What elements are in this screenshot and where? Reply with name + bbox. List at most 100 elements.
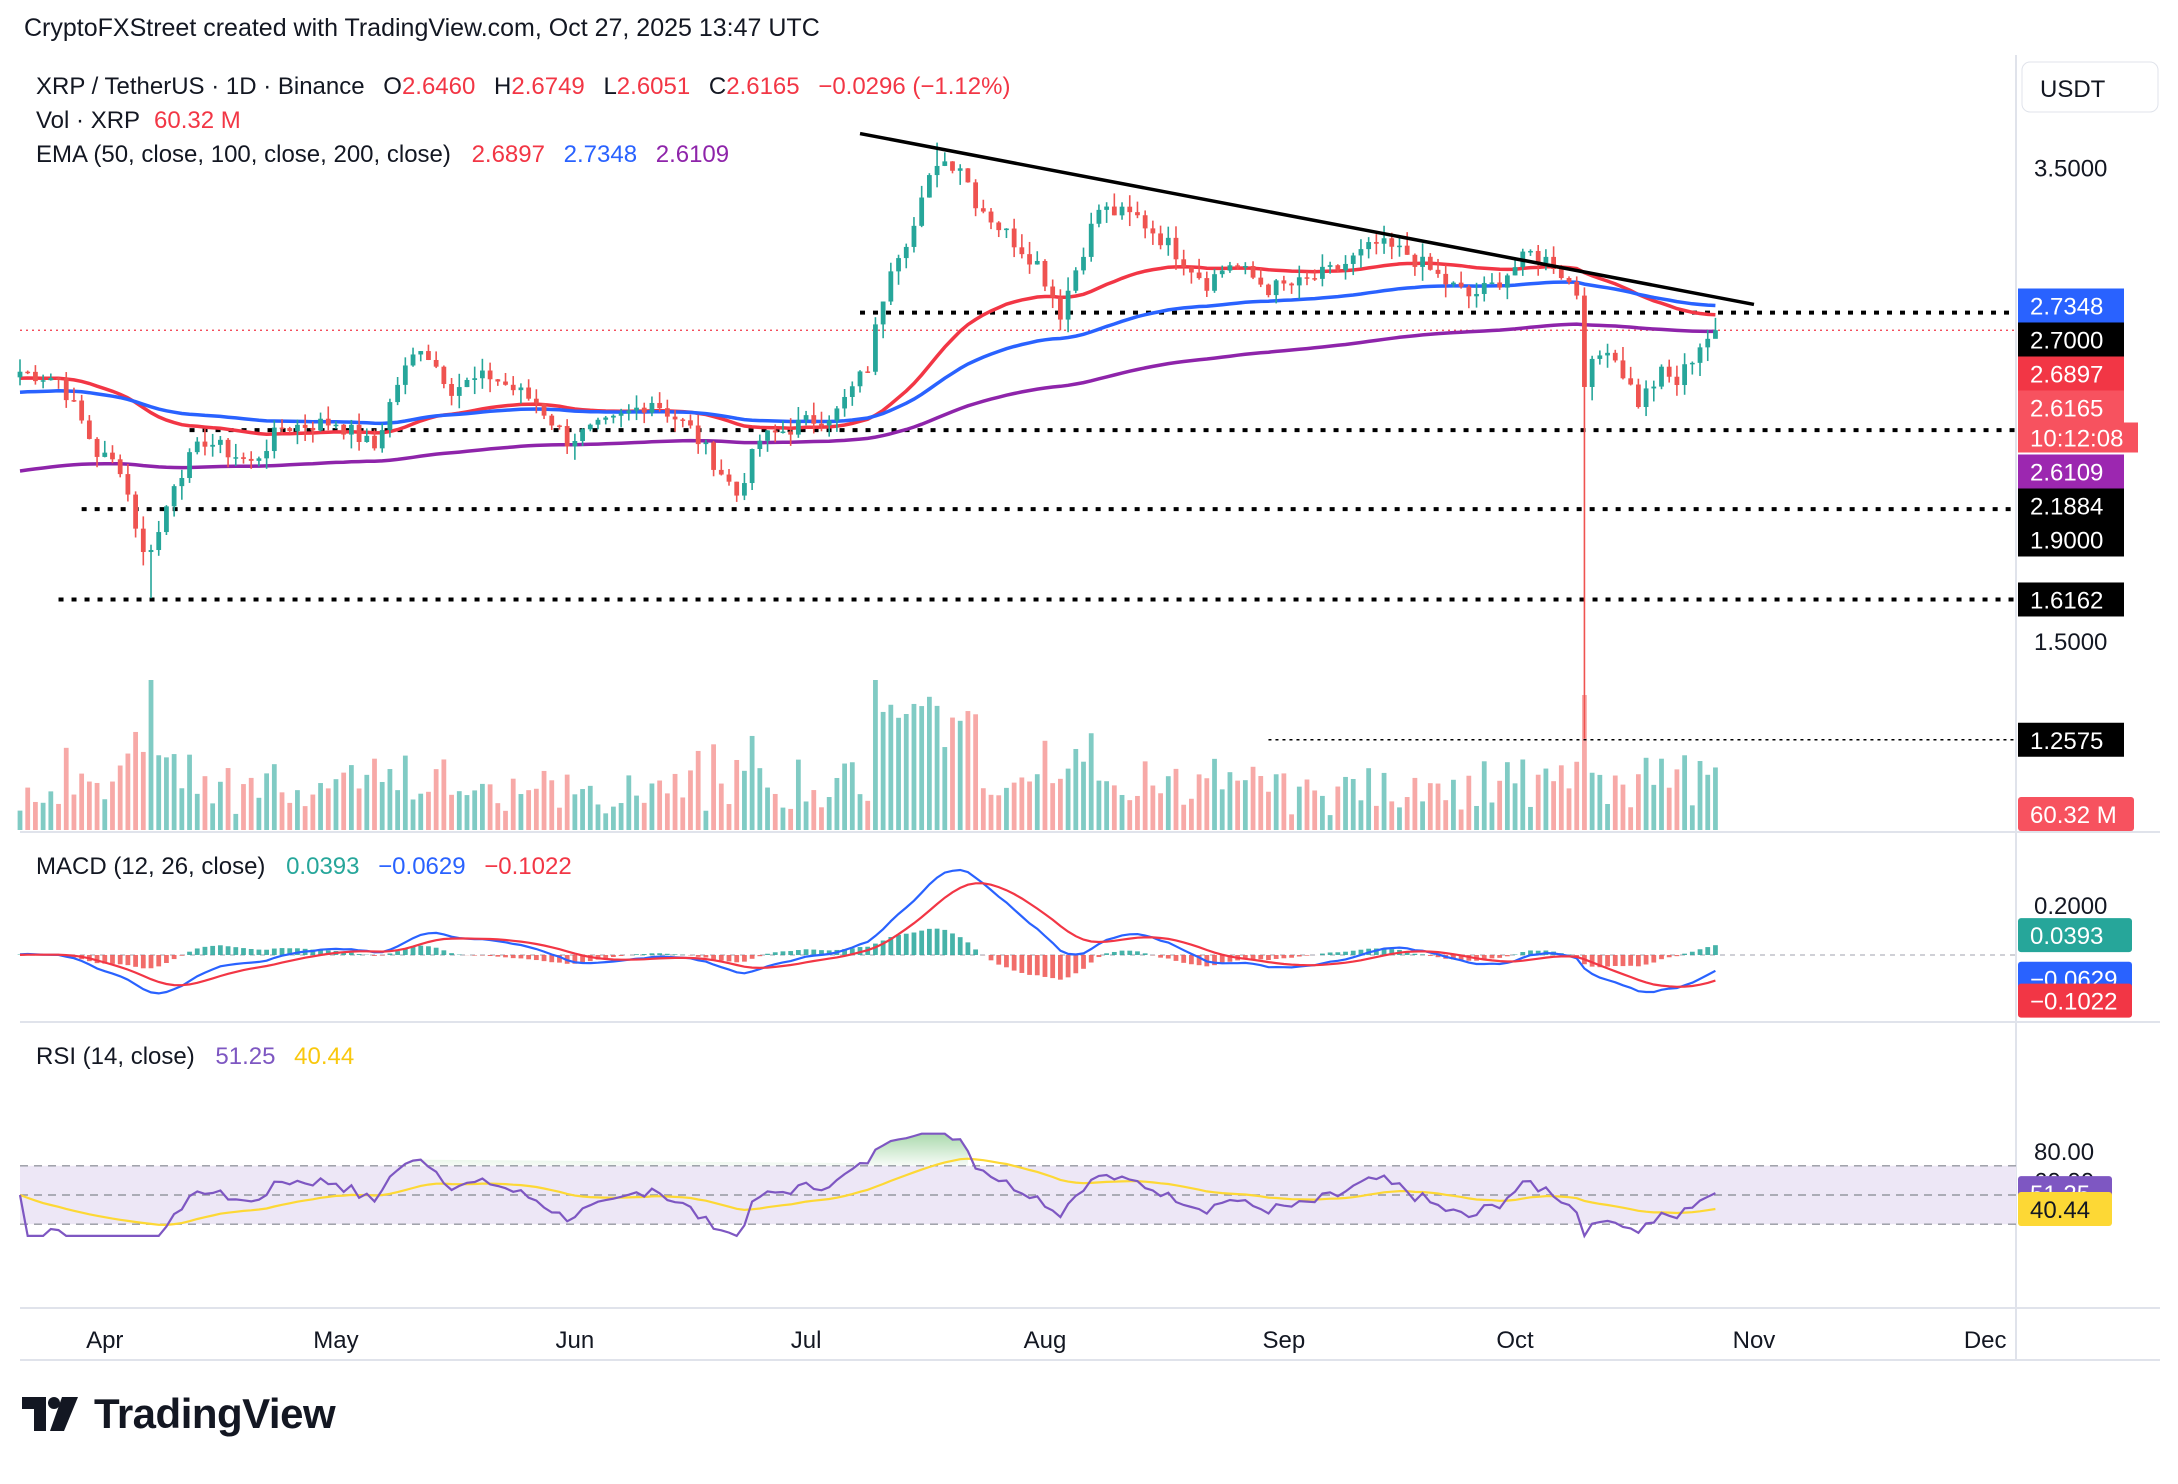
candle-body	[649, 402, 655, 413]
price-tag-label: 2.6165	[2030, 395, 2103, 422]
macd-histogram-bar	[718, 955, 724, 961]
candle-body	[63, 378, 69, 401]
macd-histogram-bar	[1481, 955, 1487, 960]
candle-body	[1088, 223, 1094, 257]
candle-body	[641, 407, 647, 413]
macd-histogram-bar	[348, 952, 354, 955]
candle-body	[210, 444, 216, 447]
macd-histogram-bar	[1612, 955, 1618, 966]
macd-histogram-bar	[603, 955, 609, 959]
volume-bar	[1235, 780, 1241, 830]
candle-body	[533, 398, 539, 404]
candle-body	[757, 440, 763, 450]
macd-histogram-bar	[418, 945, 424, 955]
candle-body	[1551, 256, 1556, 270]
macd-histogram-bar	[1635, 955, 1641, 967]
candle-body	[1081, 256, 1086, 271]
volume-bar	[1605, 803, 1610, 830]
candle-body	[664, 408, 670, 417]
macd-histogram-bar	[164, 955, 169, 963]
price-tag	[2018, 488, 2124, 523]
candle-body	[742, 483, 747, 496]
volume-bar	[79, 773, 85, 830]
candle-body	[418, 351, 424, 355]
candle-body	[1196, 272, 1202, 279]
macd-histogram-bar	[472, 955, 478, 956]
volume-bar	[1057, 778, 1063, 830]
volume-bar	[1219, 789, 1225, 830]
volume-bar	[541, 770, 547, 830]
volume-bar	[125, 753, 131, 830]
volume-bar	[834, 777, 840, 830]
volume-bar	[433, 769, 439, 830]
price-tag	[2018, 582, 2124, 617]
volume-bar	[1327, 815, 1333, 830]
macd-histogram-bar	[271, 948, 277, 955]
macd-histogram-bar	[194, 948, 200, 955]
volume-bar	[256, 797, 262, 830]
volume-bar	[1011, 782, 1017, 830]
volume-bar	[734, 759, 740, 830]
volume-bar	[1597, 774, 1603, 830]
volume-bar	[618, 803, 624, 830]
volume-bar	[56, 803, 61, 830]
candle-body	[965, 168, 971, 183]
candle-body	[179, 477, 185, 487]
volume-bar	[680, 797, 686, 830]
candle-body	[1612, 352, 1618, 361]
tradingview-logo[interactable]: TradingView	[22, 1390, 336, 1438]
volume-bar	[295, 790, 300, 830]
candle-body	[94, 438, 100, 457]
volume-bar	[480, 783, 485, 830]
volume-tag-label: 60.32 M	[2030, 802, 2117, 829]
macd-histogram-bar	[241, 948, 246, 955]
volume-bar	[857, 794, 863, 830]
volume-bars	[17, 680, 1718, 830]
volume-bar	[1335, 786, 1341, 830]
macd-histogram-bar	[957, 937, 963, 955]
macd-histogram-bar	[826, 950, 832, 955]
macd-histogram-bar	[950, 933, 955, 955]
macd-histogram-bar	[580, 955, 585, 963]
candle-body	[71, 400, 77, 402]
candle-body	[164, 506, 169, 533]
candle-body	[626, 410, 632, 414]
volume-bar	[140, 751, 146, 830]
volume-bar	[210, 803, 216, 830]
candle-body	[749, 449, 755, 484]
candle-body	[842, 396, 847, 409]
candle-body	[156, 532, 162, 551]
candle-body	[1435, 269, 1441, 274]
volume-bar	[1119, 794, 1125, 830]
candle-body	[1173, 237, 1179, 260]
volume-bar	[865, 800, 871, 830]
macd-histogram-bar	[1127, 950, 1133, 955]
candle-body	[688, 420, 693, 426]
macd-histogram-bar	[772, 952, 778, 955]
macd-histogram-bar	[1435, 955, 1441, 958]
volume-bar	[1373, 805, 1379, 830]
volume-bar	[965, 711, 971, 830]
macd-histogram-bar	[1027, 955, 1032, 975]
macd-tag	[2018, 918, 2132, 953]
volume-bar	[71, 794, 77, 830]
volume-bar	[279, 792, 285, 830]
volume-bar	[726, 804, 732, 830]
candle-body	[1219, 270, 1225, 275]
volume-bar	[742, 770, 747, 830]
macd-histogram-bar	[1004, 955, 1009, 968]
macd-histogram-bar	[1212, 955, 1217, 966]
volume-bar	[1150, 785, 1156, 830]
currency-box[interactable]	[2021, 61, 2159, 113]
price-tag	[2018, 288, 2124, 323]
candle-body	[464, 379, 470, 388]
volume-bar	[1520, 759, 1526, 830]
macd-histogram-bar	[110, 955, 115, 964]
candle-body	[1389, 238, 1395, 247]
macd-histogram-bar	[1258, 955, 1264, 960]
candle-body	[1605, 352, 1610, 356]
macd-histogram-bar	[140, 955, 146, 969]
candle-body	[980, 208, 986, 212]
candle-body	[1104, 206, 1110, 210]
